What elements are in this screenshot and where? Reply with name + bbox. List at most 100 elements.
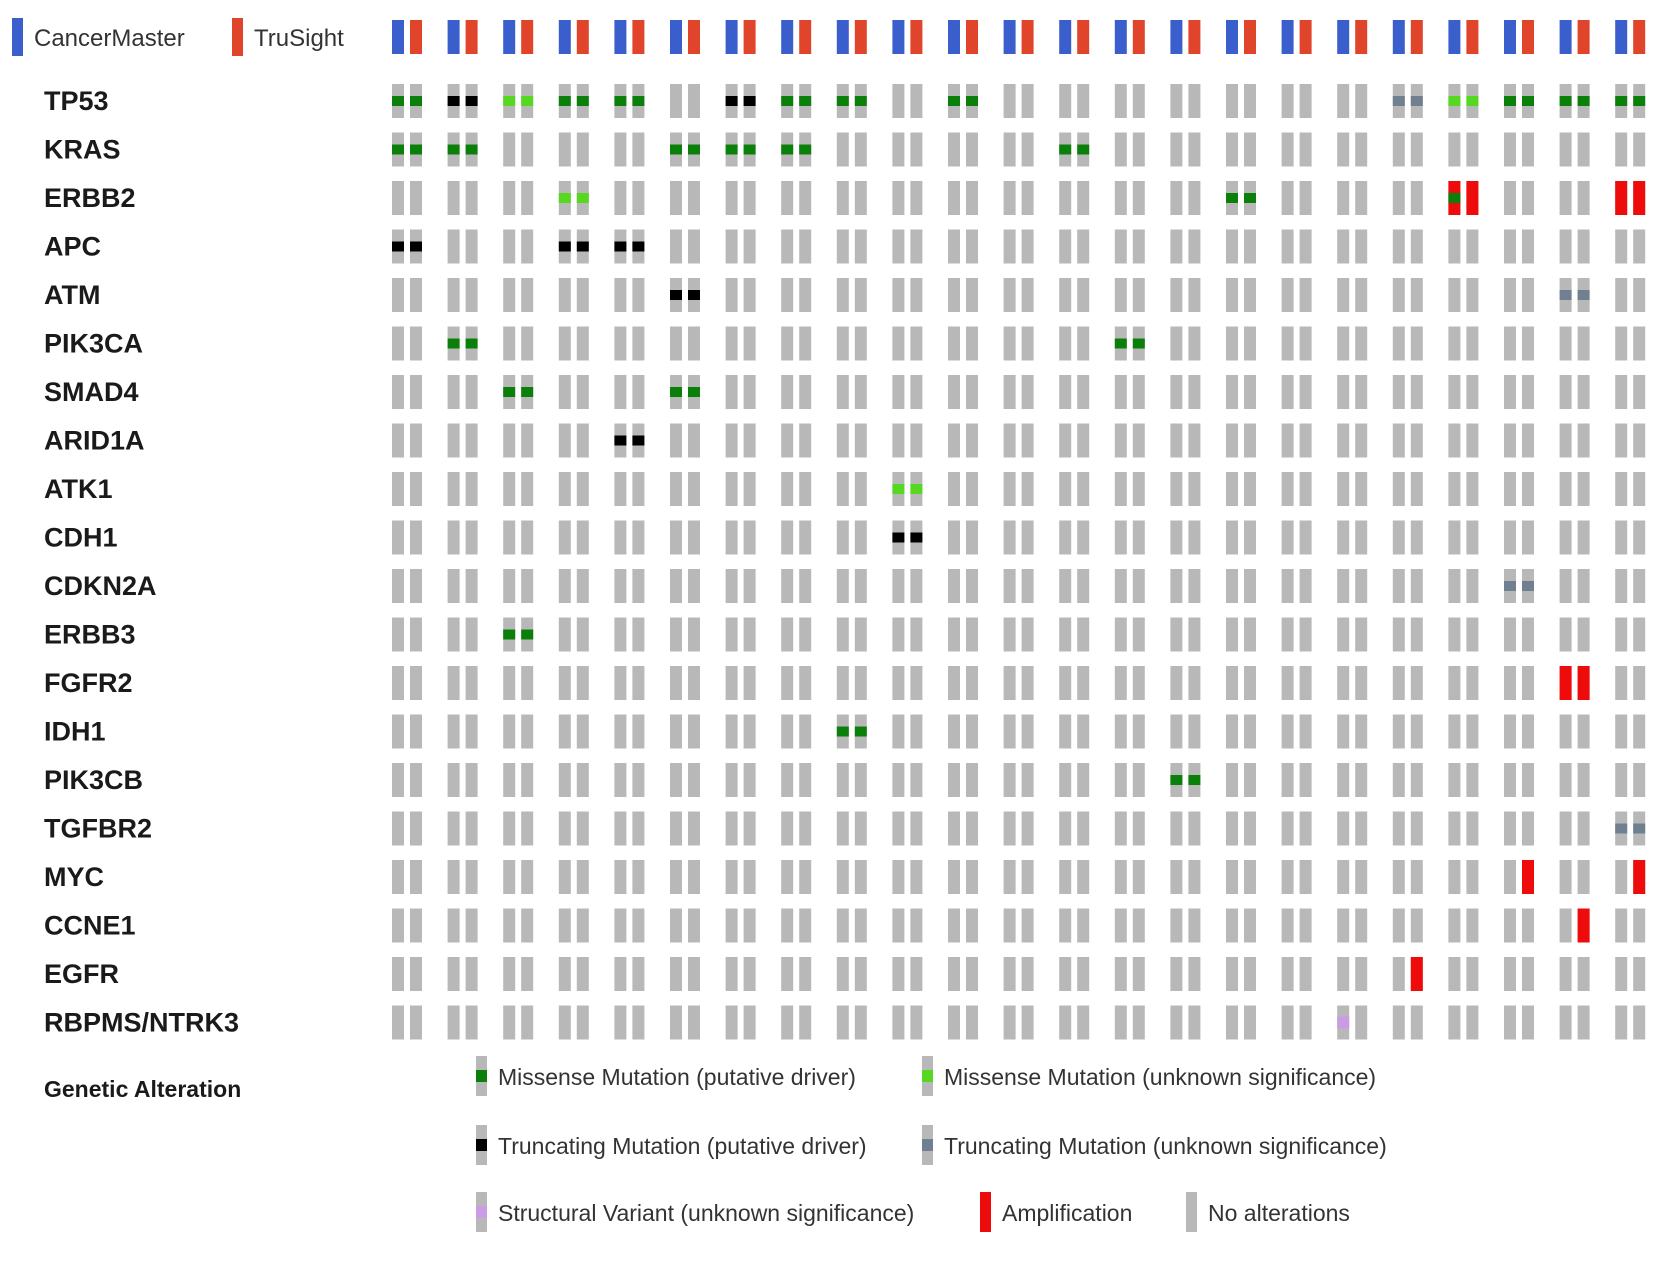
cell-cancermaster-bar (1448, 666, 1461, 700)
cell-trusight-bar (743, 763, 756, 797)
cell-trusight-bar (799, 908, 812, 943)
cell-trusight-bar (688, 569, 700, 603)
cell-trusight-bar (1577, 229, 1590, 264)
cell-trusight-bar (1355, 617, 1368, 652)
cell-trusight-bar (1577, 957, 1590, 991)
cell-trusight-bar (1633, 908, 1646, 943)
cell-cancermaster-bar (392, 763, 404, 797)
cell-trusight-bar (743, 375, 756, 409)
cell-trusight-bar (1132, 84, 1145, 118)
truncating-driver-mark (392, 241, 404, 252)
header-trusight-bar (1522, 20, 1534, 54)
cell-cancermaster-bar (1281, 423, 1294, 458)
cell-cancermaster-bar (614, 181, 627, 215)
cell-cancermaster-bar (948, 472, 960, 506)
missense-driver-mark (1448, 193, 1461, 203)
cell-trusight-bar (1522, 278, 1534, 312)
cell-trusight-bar (410, 423, 422, 458)
cell-trusight-bar (743, 1005, 756, 1040)
cell-cancermaster-bar (1392, 714, 1405, 749)
cell-cancermaster-bar (558, 908, 571, 943)
truncating-driver-mark (670, 290, 682, 300)
cell-cancermaster-bar (1615, 423, 1628, 458)
cell-cancermaster-bar (781, 520, 794, 555)
cell-cancermaster-bar (670, 326, 682, 361)
cell-trusight-bar (1355, 520, 1368, 555)
cell-cancermaster-bar (1170, 326, 1183, 361)
missense-driver-mark (854, 96, 867, 106)
cell-trusight-bar (1299, 1005, 1312, 1040)
truncating-driver-mark (910, 532, 923, 543)
cell-cancermaster-bar (670, 666, 682, 700)
cell-trusight-bar (1077, 569, 1090, 603)
cell-cancermaster-bar (1170, 520, 1183, 555)
cell-trusight-bar (1410, 1005, 1423, 1040)
cell-trusight-bar (854, 375, 867, 409)
cell-cancermaster-bar (781, 326, 794, 361)
cell-trusight-bar (1188, 617, 1201, 652)
cell-cancermaster-bar (1504, 908, 1516, 943)
cell-trusight-bar (688, 763, 700, 797)
missense-driver-mark (948, 96, 960, 106)
cell-trusight-bar (410, 326, 422, 361)
cell-cancermaster-bar (1559, 763, 1572, 797)
cell-cancermaster-bar (1504, 763, 1516, 797)
header-trusight-bar (1021, 20, 1034, 54)
cell-trusight-bar (1355, 326, 1368, 361)
cell-trusight-bar (1132, 375, 1145, 409)
cell-trusight-bar (1577, 763, 1590, 797)
cell-trusight-bar (1410, 375, 1423, 409)
cell-cancermaster-bar (503, 908, 516, 943)
cell-trusight-bar (410, 375, 422, 409)
cell-cancermaster-bar (1114, 666, 1127, 700)
cell-trusight-bar (1522, 617, 1534, 652)
cell-trusight-bar (743, 617, 756, 652)
cell-cancermaster-bar (836, 908, 849, 943)
cell-cancermaster-bar (1003, 860, 1016, 894)
cell-cancermaster-bar (447, 811, 460, 846)
cell-trusight-bar (1466, 811, 1479, 846)
cell-trusight-bar (1299, 84, 1312, 118)
cell-trusight-bar (1021, 666, 1034, 700)
cell-trusight-bar (1077, 520, 1090, 555)
cell-cancermaster-bar (1392, 860, 1405, 894)
cell-cancermaster-bar (1615, 326, 1628, 361)
legend-no-alteration-swatch (1186, 1192, 1197, 1232)
cell-cancermaster-bar (1226, 278, 1238, 312)
cell-cancermaster-bar (1337, 181, 1350, 215)
cell-cancermaster-bar (948, 229, 960, 264)
cell-trusight-bar (854, 520, 867, 555)
cell-trusight-bar (1188, 666, 1201, 700)
header-cancermaster-bar (1003, 20, 1016, 54)
cell-cancermaster-bar (392, 860, 404, 894)
header-cancermaster-bar (948, 20, 960, 54)
cell-trusight-bar (1188, 423, 1201, 458)
missense-driver-mark (1559, 96, 1572, 106)
cell-cancermaster-bar (670, 908, 682, 943)
cell-cancermaster-bar (614, 375, 627, 409)
cell-cancermaster-bar (836, 375, 849, 409)
cell-cancermaster-bar (892, 278, 905, 312)
cell-cancermaster-bar (670, 569, 682, 603)
cell-cancermaster-bar (725, 229, 738, 264)
cell-trusight-bar (1633, 520, 1646, 555)
cell-cancermaster-bar (836, 472, 849, 506)
header-cancermaster-bar (1170, 20, 1183, 54)
cell-cancermaster-bar (1059, 860, 1072, 894)
cell-cancermaster-bar (781, 423, 794, 458)
cell-trusight-bar (1132, 617, 1145, 652)
cell-cancermaster-bar (1170, 229, 1183, 264)
cell-cancermaster-bar (1448, 617, 1461, 652)
cell-trusight-bar (1077, 326, 1090, 361)
cell-trusight-bar (688, 84, 700, 118)
header-trusight-bar (632, 20, 645, 54)
cell-trusight-bar (1299, 569, 1312, 603)
cell-trusight-bar (465, 617, 478, 652)
cell-cancermaster-bar (614, 1005, 627, 1040)
cell-cancermaster-bar (1615, 278, 1628, 312)
cell-trusight-bar (576, 132, 589, 167)
cell-cancermaster-bar (670, 423, 682, 458)
cell-trusight-bar (1021, 132, 1034, 167)
cell-cancermaster-bar (1448, 132, 1461, 167)
cell-trusight-bar (521, 569, 534, 603)
